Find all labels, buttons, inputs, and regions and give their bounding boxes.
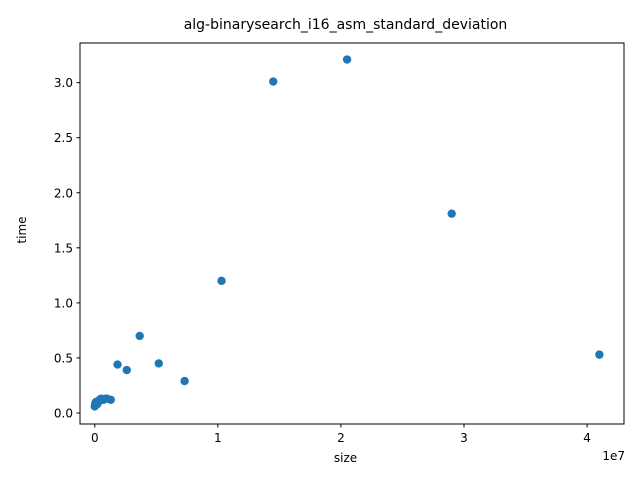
data-point	[447, 209, 456, 218]
x-tick-label: 4	[583, 431, 591, 445]
y-tick-label: 1.5	[54, 241, 73, 255]
data-point	[217, 276, 226, 286]
x-tick-label: 0	[91, 431, 99, 445]
y-tick-label: 3.0	[54, 76, 73, 90]
y-axis: 0.0 0.5 1.0 1.5 2.0 2.5 3.0	[54, 76, 80, 420]
x-offset-text: 1e7	[602, 449, 625, 463]
data-point	[113, 360, 122, 369]
data-point	[180, 376, 189, 386]
data-point	[122, 365, 131, 375]
data-point	[342, 55, 352, 64]
y-tick-label: 0.0	[54, 406, 73, 420]
plot-area	[90, 55, 604, 411]
x-axis-label: size	[334, 451, 357, 465]
y-tick-label: 0.5	[54, 351, 73, 365]
data-point	[595, 350, 604, 359]
chart-title: alg-binarysearch_i16_asm_standard_deviat…	[184, 17, 508, 33]
x-tick-label: 2	[337, 431, 345, 445]
x-tick-label: 3	[460, 431, 468, 445]
x-axis: 0 1 2 3 4	[91, 424, 591, 445]
data-point	[135, 331, 144, 341]
y-tick-label: 1.0	[54, 296, 73, 310]
y-axis-label: time	[15, 216, 29, 243]
data-point	[154, 359, 163, 368]
axes-frame	[79, 42, 625, 425]
y-tick-label: 2.0	[54, 186, 73, 200]
x-tick-label: 1	[214, 431, 222, 445]
data-point	[269, 77, 278, 86]
data-point	[106, 395, 115, 404]
y-tick-label: 2.5	[54, 131, 73, 145]
